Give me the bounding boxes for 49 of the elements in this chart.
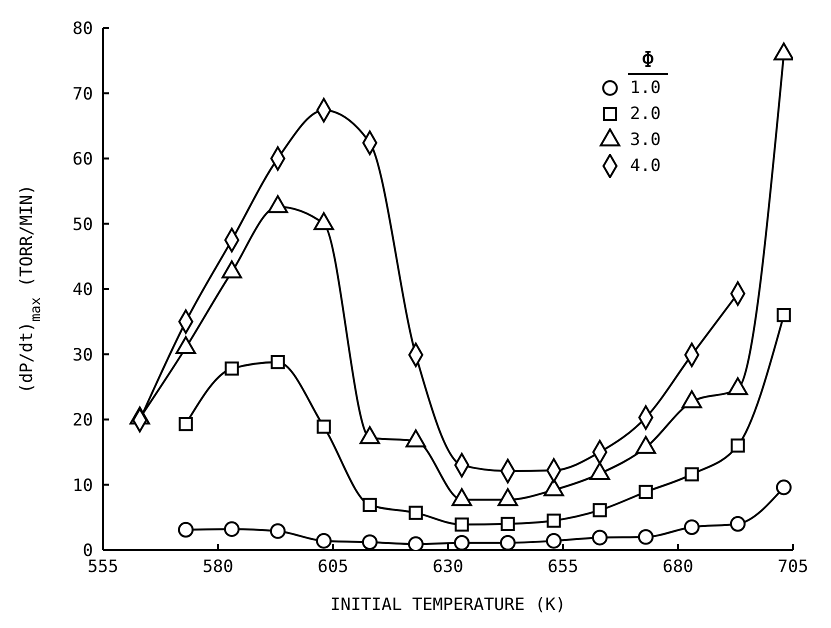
point: [316, 533, 332, 549]
point: [776, 480, 792, 496]
legend-label: 1.0: [630, 78, 661, 98]
legend-title: Φ: [628, 48, 668, 75]
x-axis-title: INITIAL TEMPERATURE (K): [330, 595, 566, 615]
x-tick-label: 605: [318, 557, 348, 578]
x-tick-label: 655: [548, 557, 578, 578]
point: [730, 438, 745, 453]
point: [362, 498, 377, 512]
x-tick-label: 580: [202, 557, 234, 578]
y-tick-label: 70: [72, 84, 93, 104]
point: [500, 534, 516, 550]
y-tick-label: 40: [72, 280, 93, 300]
legend-label: 2.0: [630, 104, 661, 124]
y-tick-label: 20: [72, 410, 93, 431]
point: [546, 514, 561, 528]
point: [638, 484, 653, 499]
point: [638, 529, 654, 545]
point: [316, 420, 331, 434]
point: [500, 516, 515, 531]
x-tick-label: 680: [662, 557, 694, 578]
point: [776, 308, 791, 322]
y-tick-label: 10: [72, 476, 93, 496]
point: [224, 362, 239, 376]
point: [592, 503, 607, 518]
point: [270, 355, 285, 370]
x-tick-label: 705: [778, 557, 808, 578]
x-tick-label: 555: [88, 557, 118, 578]
x-tick-label: 630: [432, 557, 464, 578]
point: [224, 521, 240, 537]
legend-label: 3.0: [630, 130, 661, 150]
point: [408, 506, 423, 520]
point: [730, 516, 746, 532]
point: [592, 530, 608, 546]
point: [408, 536, 424, 550]
point: [454, 534, 470, 550]
point: [270, 523, 286, 539]
point: [178, 417, 193, 432]
point: [178, 522, 194, 538]
point: [546, 533, 562, 549]
y-tick-label: 50: [72, 214, 93, 235]
y-tick-label: 30: [72, 345, 93, 366]
legend-label: 4.0: [630, 156, 661, 176]
y-tick-label: 60: [72, 150, 93, 170]
point: [454, 517, 469, 532]
point: [684, 519, 700, 535]
point: [684, 467, 699, 482]
point: [362, 534, 378, 550]
y-tick-label: 80: [72, 19, 93, 40]
